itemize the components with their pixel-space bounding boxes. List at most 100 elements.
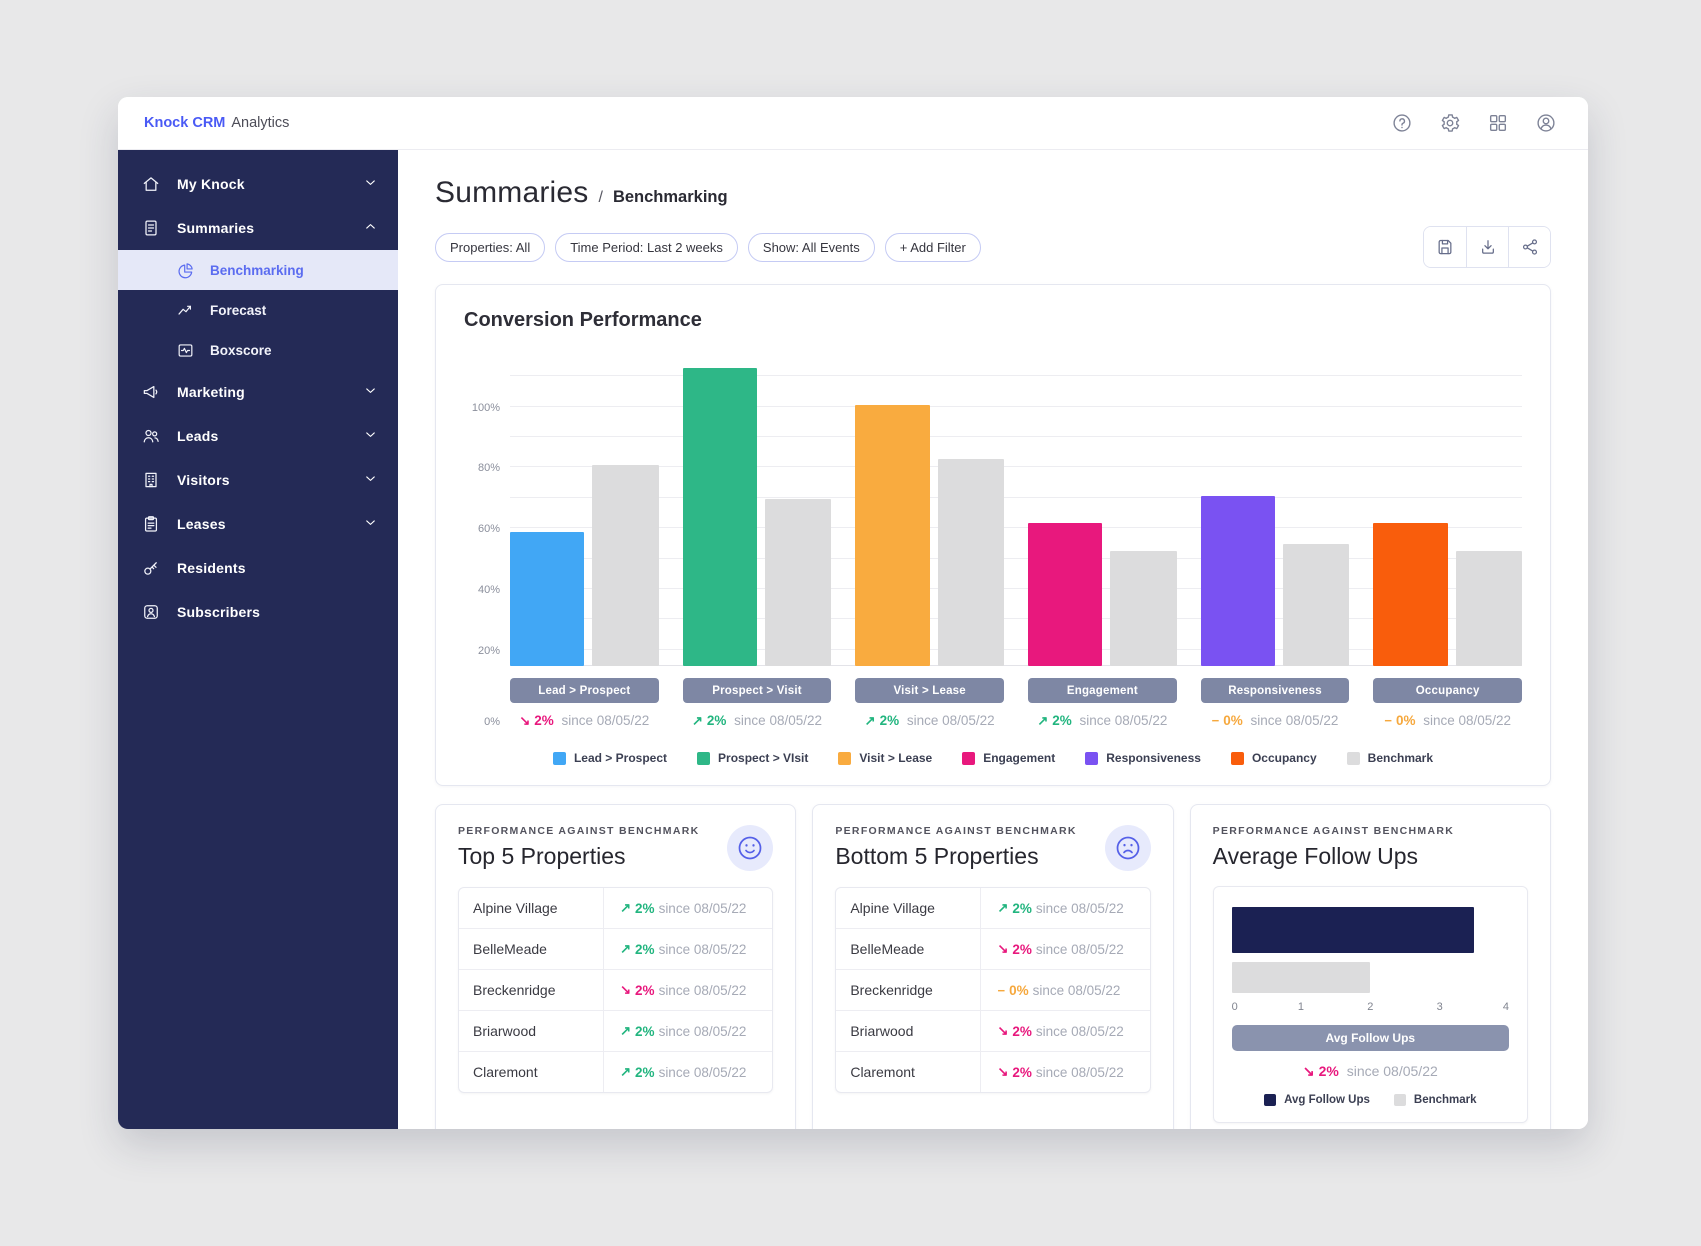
legend-item[interactable]: Lead > Prospect (552, 751, 667, 765)
app-window: Knock CRM Analytics My Knock (118, 97, 1588, 1129)
category-pill[interactable]: Prospect > Visit (682, 678, 832, 703)
card-eyebrow: PERFORMANCE AGAINST BENCHMARK (1212, 825, 1455, 837)
pie-chart-icon (174, 259, 196, 281)
bar-prospect-visit[interactable] (682, 368, 758, 666)
save-icon[interactable] (1424, 227, 1466, 267)
property-name: Briarwood (850, 1023, 914, 1039)
settings-icon[interactable] (1438, 111, 1462, 135)
category-pill[interactable]: Responsiveness (1200, 678, 1350, 703)
bar-benchmark[interactable] (592, 465, 659, 666)
legend-item[interactable]: Engagement (962, 751, 1055, 765)
trend-arrow-icon: ↘ (997, 941, 1009, 956)
trend-arrow-icon: ↘ (1302, 1063, 1315, 1079)
filter-chip-time-period[interactable]: Time Period: Last 2 weeks (555, 232, 738, 262)
category-pill[interactable]: Lead > Prospect (510, 678, 659, 703)
bar-visit-lease[interactable] (855, 404, 930, 666)
table-row: Claremont ↘ 2% since 08/05/22 (836, 1051, 1150, 1092)
legend-item[interactable]: Visit > Lease (838, 751, 932, 765)
legend-label: Avg Follow Ups (1284, 1094, 1370, 1106)
sidebar-item-subscribers[interactable]: Subscribers (118, 590, 398, 634)
chart-toolbar (1423, 226, 1551, 268)
sidebar-item-forecast[interactable]: Forecast (118, 290, 398, 330)
sidebar-item-label: Leads (177, 428, 219, 444)
sidebar-item-marketing[interactable]: Marketing (118, 370, 398, 414)
account-icon[interactable] (1534, 111, 1558, 135)
download-icon[interactable] (1466, 227, 1508, 267)
bottom-5-properties-card: PERFORMANCE AGAINST BENCHMARK Bottom 5 P… (812, 804, 1174, 1129)
bar-responsiveness[interactable] (1200, 495, 1276, 666)
card-title: Bottom 5 Properties (835, 843, 1039, 869)
legend-label: Prospect > VIsit (718, 751, 809, 765)
sidebar-item-label: Marketing (177, 384, 245, 400)
share-icon[interactable] (1508, 227, 1550, 267)
sidebar-item-my-knock[interactable]: My Knock (118, 162, 398, 206)
add-filter-button[interactable]: + Add Filter (884, 232, 981, 262)
table-row: Alpine Village ↗ 2% since 08/05/22 (836, 888, 1149, 928)
table-row: BelleMeade ↗ 2% since 08/05/22 (459, 928, 773, 969)
sidebar-item-leases[interactable]: Leases (118, 502, 398, 546)
bar-lead-prospect[interactable] (510, 532, 585, 666)
sidebar-item-benchmarking[interactable]: Benchmarking (118, 250, 398, 290)
change-indicator: ↗ 2% since 08/05/22 (603, 1052, 772, 1092)
trend-arrow-icon: − (1211, 713, 1220, 728)
legend-label: Benchmark (1413, 1094, 1477, 1106)
category-pill[interactable]: Occupancy (1373, 678, 1523, 703)
chevron-down-icon (363, 515, 378, 533)
brand: Knock CRM Analytics (144, 115, 289, 131)
category-pill[interactable]: Avg Follow Ups (1231, 1025, 1509, 1051)
legend-item[interactable]: Occupancy (1230, 751, 1317, 765)
summaries-icon (140, 217, 162, 239)
bar-avg-follow-ups[interactable] (1231, 907, 1475, 953)
boxscore-icon (174, 339, 196, 361)
bar-occupancy[interactable] (1373, 523, 1448, 666)
breadcrumb-separator: / (598, 189, 603, 206)
sidebar-item-visitors[interactable]: Visitors (118, 458, 398, 502)
happy-face-icon (727, 825, 774, 871)
property-list: Alpine Village ↗ 2% since 08/05/22 BelleM… (835, 887, 1151, 1093)
bar-benchmark[interactable] (937, 459, 1005, 666)
legend-item-benchmark[interactable]: Benchmark (1346, 751, 1434, 765)
trend-arrow-icon: ↘ (519, 713, 531, 728)
table-row: Alpine Village ↗ 2% since 08/05/22 (459, 888, 772, 928)
table-row: Briarwood ↗ 2% since 08/05/22 (459, 1010, 773, 1051)
bar-benchmark[interactable] (765, 498, 832, 666)
sidebar-item-leads[interactable]: Leads (118, 414, 398, 458)
sidebar-item-summaries[interactable]: Summaries (118, 206, 398, 250)
legend-item-benchmark[interactable]: Benchmark (1393, 1094, 1477, 1106)
property-name: Claremont (850, 1064, 915, 1080)
change-indicator: −0% since 08/05/22 (1211, 713, 1339, 728)
trend-arrow-icon: ↗ (997, 900, 1009, 915)
filter-chip-show[interactable]: Show: All Events (747, 232, 875, 262)
trend-arrow-icon: ↘ (997, 1064, 1009, 1079)
property-name: Alpine Village (850, 900, 935, 916)
legend-item[interactable]: Responsiveness (1085, 751, 1201, 765)
sidebar-item-boxscore[interactable]: Boxscore (118, 330, 398, 370)
sidebar-item-label: Boxscore (210, 342, 272, 358)
property-name: Claremont (473, 1064, 538, 1080)
bar-benchmark[interactable] (1455, 550, 1523, 666)
property-name: Alpine Village (473, 900, 558, 916)
bar-engagement[interactable] (1028, 523, 1103, 666)
help-icon[interactable] (1390, 111, 1414, 135)
filter-bar: Properties: All Time Period: Last 2 week… (435, 226, 1551, 268)
legend-swatch (838, 751, 852, 765)
legend-label: Responsiveness (1106, 751, 1201, 765)
legend-swatch (1085, 751, 1099, 765)
sidebar-item-residents[interactable]: Residents (118, 546, 398, 590)
bar-benchmark[interactable] (1231, 962, 1371, 993)
legend-label: Benchmark (1367, 751, 1434, 765)
card-eyebrow: PERFORMANCE AGAINST BENCHMARK (458, 825, 700, 837)
trend-arrow-icon: ↗ (864, 713, 876, 728)
category-pill[interactable]: Engagement (1028, 678, 1177, 703)
brand-logo: Knock CRM (144, 115, 226, 131)
bar-benchmark[interactable] (1110, 550, 1177, 666)
change-indicator: ↘ 2% since 08/05/22 (980, 1011, 1149, 1051)
chart-group-responsiveness: Responsiveness −0% since 08/05/22 (1200, 356, 1350, 729)
apps-icon[interactable] (1486, 111, 1510, 135)
category-pill[interactable]: Visit > Lease (855, 678, 1005, 703)
chevron-down-icon (363, 471, 378, 489)
bar-benchmark[interactable] (1283, 544, 1350, 666)
legend-item[interactable]: Avg Follow Ups (1264, 1094, 1370, 1106)
legend-item[interactable]: Prospect > VIsit (697, 751, 808, 765)
filter-chip-properties[interactable]: Properties: All (435, 232, 546, 262)
